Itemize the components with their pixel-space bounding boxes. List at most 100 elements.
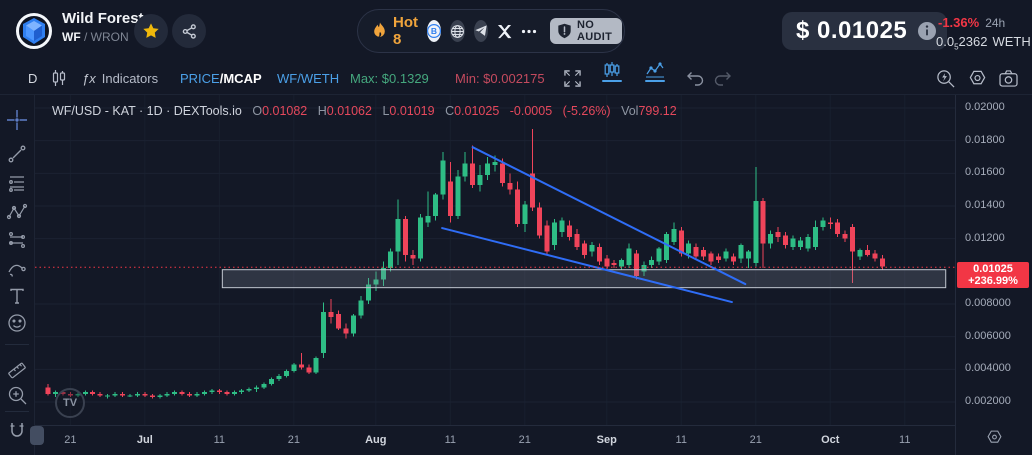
line-chart-type-button[interactable] <box>645 62 665 94</box>
active-underline <box>645 80 665 82</box>
change-24h: -1.36% <box>938 15 980 30</box>
no-audit-label: NO AUDIT <box>577 19 613 43</box>
magnifier-plus-icon <box>8 386 27 405</box>
price-weth-zeros: 5 <box>954 42 959 52</box>
pattern-tool[interactable] <box>6 201 28 223</box>
audit-shield-icon <box>558 23 571 39</box>
dextscore-button[interactable]: B <box>426 20 442 42</box>
price-tick-label: 0.01600 <box>965 166 1005 179</box>
low-label: L <box>382 104 390 118</box>
trend-line-tool[interactable] <box>6 143 28 165</box>
time-axis[interactable]: 21 Jul 11 21 Aug 11 21 Sep 11 21 Oct 11 <box>35 425 955 455</box>
magnet-icon <box>10 423 24 437</box>
high-value: 0.01062 <box>326 104 372 118</box>
time-tick-label: 11 <box>899 434 911 446</box>
reset-zoom-button[interactable] <box>936 62 955 94</box>
projection-tool[interactable] <box>6 229 28 251</box>
text-tool[interactable] <box>6 285 28 307</box>
tradingview-watermark[interactable]: TV <box>55 388 85 418</box>
website-button[interactable] <box>450 20 465 42</box>
price-mcap-toggle[interactable]: PRICE/MCAP <box>180 62 262 94</box>
header: Wild Forest WF / WRON Hot 8 <box>0 0 1032 62</box>
favorite-button[interactable] <box>134 14 168 48</box>
measure-tool[interactable] <box>6 356 28 379</box>
pair-toggle-button[interactable]: WF/WETH <box>277 70 340 86</box>
info-icon[interactable] <box>917 21 937 41</box>
ruler-icon <box>8 362 26 379</box>
indicators-button[interactable]: ƒx Indicators <box>82 62 158 94</box>
telegram-icon <box>475 25 487 36</box>
hot-rank-label: Hot 8 <box>393 14 418 48</box>
current-price-change-pct: +236.99% <box>968 275 1018 288</box>
undo-button[interactable] <box>686 62 704 94</box>
volume-label: Vol <box>621 104 639 118</box>
more-links-button[interactable] <box>521 20 537 42</box>
close-value: 0.01025 <box>454 104 500 118</box>
telegram-button[interactable] <box>474 20 488 42</box>
star-icon <box>143 23 159 38</box>
zoom-in-tool[interactable] <box>6 384 28 406</box>
twitter-button[interactable] <box>497 20 512 42</box>
redo-button[interactable] <box>714 62 732 94</box>
price-tick-label: 0.002000 <box>965 395 1011 407</box>
zoom-flash-icon <box>937 69 955 87</box>
token-name: Wild Forest <box>62 10 144 27</box>
hot-rank-badge[interactable]: Hot 8 <box>372 14 418 48</box>
timeframe-button[interactable]: D <box>28 70 38 86</box>
token-logo <box>16 13 52 49</box>
time-tick-label: 21 <box>64 434 77 446</box>
brush-tool[interactable] <box>6 257 28 279</box>
drawing-toolbar <box>0 95 35 455</box>
redo-icon <box>714 72 731 86</box>
time-tick-label: 21 <box>518 434 531 446</box>
ellipsis-icon <box>521 29 537 33</box>
chart-canvas[interactable] <box>35 95 955 425</box>
globe-icon <box>451 24 464 38</box>
screenshot-button[interactable] <box>999 62 1018 94</box>
price-weth-unit: WETH <box>992 34 1031 49</box>
close-label: C <box>445 104 455 118</box>
change-abs-value: -0.0005 <box>509 104 553 118</box>
axis-settings-button[interactable] <box>986 429 1003 446</box>
price-tick-label: 0.004000 <box>965 362 1011 375</box>
fib-lines-icon <box>9 176 24 192</box>
time-tick-label: 11 <box>444 434 457 446</box>
price-tick-label: 0.01200 <box>965 231 1005 244</box>
volume-value: 799.12 <box>638 104 677 118</box>
price-weth-digits: 2362 <box>958 34 988 49</box>
indicators-label: Indicators <box>101 70 159 86</box>
tv-logo-text: TV <box>62 397 78 409</box>
time-tick-label: 11 <box>675 434 687 446</box>
price-tick-label: 0.01800 <box>965 133 1005 146</box>
x-twitter-icon <box>497 24 512 38</box>
current-price-axis-label: 0.01025 +236.99% <box>957 262 1029 289</box>
trend-line-icon <box>8 145 26 163</box>
low-value: 0.01019 <box>389 104 435 118</box>
price-toggle-label: PRICE <box>180 70 220 86</box>
candles-chart-icon <box>604 62 620 77</box>
time-tick-label: 21 <box>287 434 300 446</box>
fullscreen-button[interactable] <box>564 62 581 94</box>
emoji-tool[interactable] <box>6 312 28 334</box>
price-weth-row: 0.052362 WETH <box>936 34 1031 52</box>
active-underline <box>602 80 622 82</box>
chart-legend: WF/USD - KAT · 1D · DEXTools.io O0.01082… <box>52 104 677 118</box>
line-chart-icon <box>646 62 664 78</box>
no-audit-badge[interactable]: NO AUDIT <box>550 18 623 44</box>
time-tick-label: Sep <box>596 434 617 446</box>
time-tick-label: Jul <box>136 434 153 446</box>
chart-area: WF/USD - KAT · 1D · DEXTools.io O0.01082… <box>35 95 955 455</box>
fib-retracement-tool[interactable] <box>6 172 28 194</box>
price-change-row: -1.36% 24h <box>938 15 1005 30</box>
chart-style-button[interactable] <box>50 62 68 94</box>
share-button[interactable] <box>172 14 206 48</box>
timeline-scroll-handle[interactable] <box>30 426 44 445</box>
time-tick-label: Oct <box>821 434 840 446</box>
chart-settings-button[interactable] <box>968 62 987 94</box>
flame-icon <box>374 22 385 37</box>
price-axis[interactable]: 0.01025 +236.99% 0.02000 0.01800 0.01600 0.… <box>955 95 1032 455</box>
crosshair-tool[interactable] <box>6 109 28 131</box>
magnet-tool[interactable] <box>6 419 28 441</box>
candles-chart-type-button[interactable] <box>602 62 622 94</box>
legend-symbol: WF/USD - KAT · 1D · DEXTools.io <box>52 104 242 118</box>
